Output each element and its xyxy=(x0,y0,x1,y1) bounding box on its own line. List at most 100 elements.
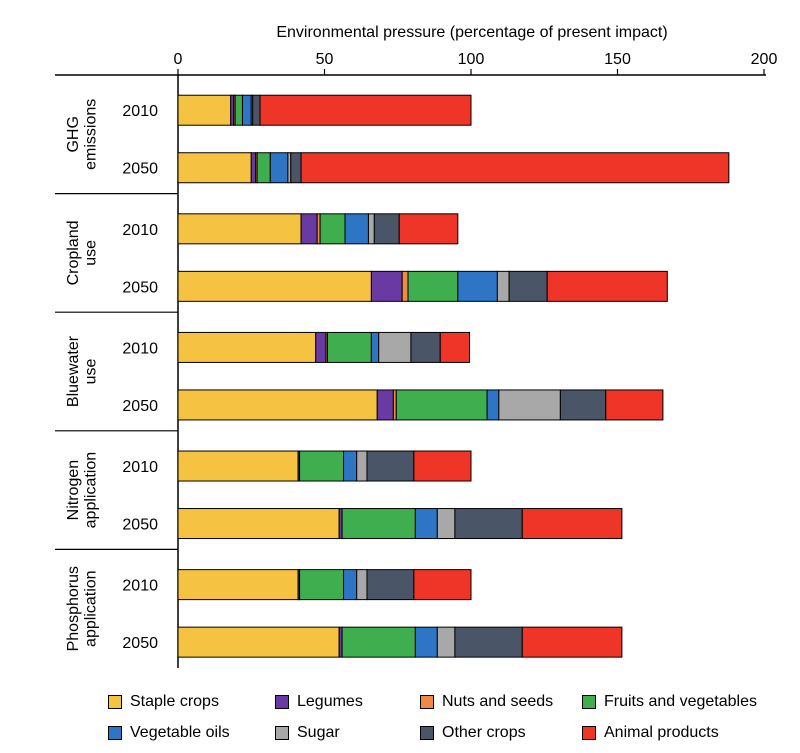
bar-segment xyxy=(454,508,523,540)
legend-swatch xyxy=(275,726,289,740)
legend-item: Nuts and seeds xyxy=(420,693,553,711)
bar-segment xyxy=(439,331,471,363)
x-tick-label: 100 xyxy=(458,51,485,68)
bar-segment xyxy=(300,213,318,245)
year-label: 2010 xyxy=(122,222,158,239)
bars xyxy=(177,94,730,658)
legend-swatch xyxy=(420,726,434,740)
year-label: 2050 xyxy=(122,161,158,178)
bar-segment xyxy=(376,389,394,421)
bar-segment xyxy=(269,152,289,184)
bar-segment xyxy=(398,213,459,245)
bar-segment xyxy=(395,389,488,421)
x-tick-label: 200 xyxy=(751,51,778,68)
bar-segment xyxy=(414,508,438,540)
year-label: 2010 xyxy=(122,578,158,595)
legend-item: Legumes xyxy=(275,693,363,711)
legend-label: Staple crops xyxy=(130,693,219,710)
bar-segment xyxy=(370,331,380,363)
bar-segment xyxy=(177,152,252,184)
group-label: Phosphorusapplication xyxy=(65,566,100,651)
year-label: 2010 xyxy=(122,459,158,476)
bar-segment xyxy=(521,626,623,658)
stacked-bar-chart: Environmental pressure (percentage of pr… xyxy=(55,24,778,668)
legend-label: Animal products xyxy=(604,724,719,741)
bar-segment xyxy=(370,270,403,302)
group-label: GHGemissions xyxy=(65,99,100,170)
legend-swatch xyxy=(582,695,596,709)
bar-segment xyxy=(177,508,340,540)
year-label: 2050 xyxy=(122,398,158,415)
legend-label: Vegetable oils xyxy=(130,724,230,741)
bar-segment xyxy=(498,389,561,421)
legend-swatch xyxy=(275,695,289,709)
x-tick-label: 0 xyxy=(174,51,183,68)
legend-item: Animal products xyxy=(582,724,719,742)
legend-item: Fruits and vegetables xyxy=(582,693,757,711)
legend-swatch xyxy=(582,726,596,740)
bar-segment xyxy=(486,389,500,421)
bar-segment xyxy=(356,569,368,601)
legend-item: Sugar xyxy=(275,724,340,742)
bar-segment xyxy=(315,331,327,363)
bar-segment xyxy=(413,569,472,601)
group-label: Croplanduse xyxy=(65,220,100,285)
year-label: 2050 xyxy=(122,635,158,652)
bar-segment xyxy=(300,152,730,184)
bar-segment xyxy=(341,508,416,540)
legend-label: Legumes xyxy=(297,693,363,710)
bar-segment xyxy=(605,389,664,421)
group-label: Bluewateruse xyxy=(65,335,100,407)
bar-segment xyxy=(413,450,472,482)
bar-segment xyxy=(367,213,375,245)
bar-segment xyxy=(454,626,523,658)
legend-item: Staple crops xyxy=(108,693,219,711)
bar-segment xyxy=(250,152,257,184)
bar-segment xyxy=(256,152,271,184)
bar-segment xyxy=(326,331,372,363)
bar-segment xyxy=(373,213,400,245)
bar-segment xyxy=(341,626,416,658)
bar-segment xyxy=(343,450,358,482)
bar-segment xyxy=(177,94,232,126)
group-labels: GHGemissions 2010 2050 Croplanduse 2010 2050 B… xyxy=(55,99,178,652)
bar-segment xyxy=(356,450,368,482)
bar-segment xyxy=(521,508,623,540)
bar-segment xyxy=(234,94,243,126)
bar-segment xyxy=(436,508,456,540)
bar-segment xyxy=(366,450,415,482)
bar-segment xyxy=(366,569,415,601)
bar-segment xyxy=(177,213,302,245)
year-label: 2050 xyxy=(122,279,158,296)
bar-segment xyxy=(177,270,372,302)
bar-segment xyxy=(343,569,358,601)
year-label: 2050 xyxy=(122,517,158,534)
legend-label: Fruits and vegetables xyxy=(604,693,757,710)
year-label: 2010 xyxy=(122,340,158,357)
bar-segment xyxy=(378,331,412,363)
bar-segment xyxy=(177,569,299,601)
bar-segment xyxy=(508,270,548,302)
bar-segment xyxy=(259,94,472,126)
legend-item: Vegetable oils xyxy=(108,724,230,742)
legend-swatch xyxy=(420,695,434,709)
bar-segment xyxy=(177,389,378,421)
bar-segment xyxy=(496,270,510,302)
bar-segment xyxy=(299,450,345,482)
x-tick-label: 50 xyxy=(316,51,334,68)
bar-segment xyxy=(177,626,340,658)
bar-segment xyxy=(290,152,302,184)
legend-label: Other crops xyxy=(442,724,526,741)
bar-segment xyxy=(436,626,456,658)
bar-segment xyxy=(410,331,441,363)
bar-segment xyxy=(414,626,438,658)
bar-segment xyxy=(546,270,668,302)
legend: Staple crops Legumes Nuts and seeds Fruits … xyxy=(0,690,800,750)
bar-segment xyxy=(252,94,261,126)
bar-segment xyxy=(177,331,317,363)
x-tick-label: 150 xyxy=(604,51,631,68)
legend-label: Nuts and seeds xyxy=(442,693,554,710)
bar-segment xyxy=(319,213,346,245)
bar-segment xyxy=(344,213,369,245)
bar-segment xyxy=(407,270,459,302)
